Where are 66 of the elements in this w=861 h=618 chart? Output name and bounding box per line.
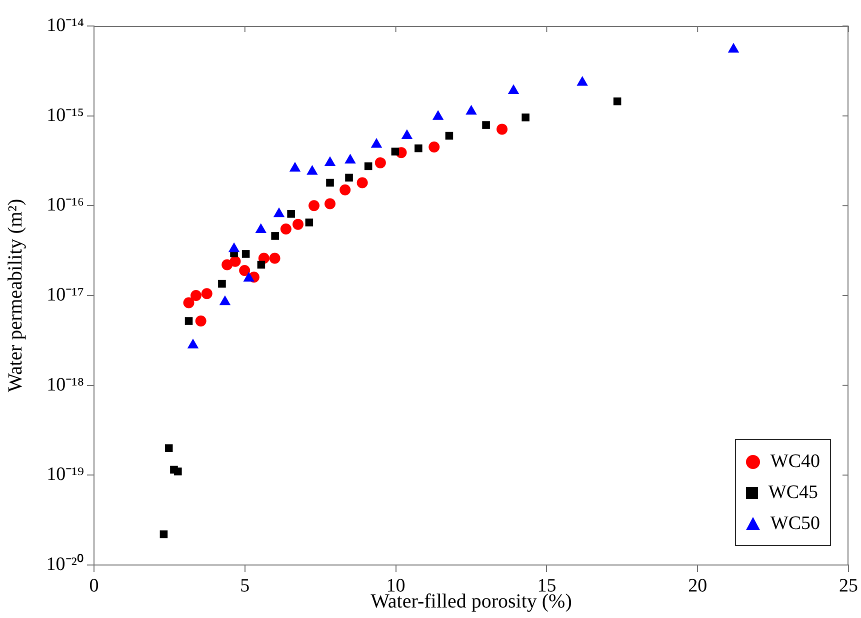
legend-label: WC45 xyxy=(768,481,818,505)
point xyxy=(184,317,193,325)
point xyxy=(344,154,356,164)
point xyxy=(239,264,250,276)
point xyxy=(190,290,202,301)
x-tick-label: 20 xyxy=(688,575,708,596)
point xyxy=(356,177,368,188)
point xyxy=(255,223,267,233)
point xyxy=(466,104,477,115)
point xyxy=(445,132,454,140)
point xyxy=(174,468,182,476)
point xyxy=(324,156,336,166)
y-tick-label: 10⁻²⁰ xyxy=(46,552,84,575)
y-tick-label: 10⁻¹⁴ xyxy=(46,14,84,36)
point xyxy=(195,316,206,327)
point xyxy=(345,174,353,182)
point xyxy=(228,242,240,252)
point xyxy=(160,530,168,538)
point xyxy=(414,144,422,152)
point xyxy=(401,129,413,140)
y-tick-label: 10⁻¹⁷ xyxy=(46,284,84,306)
point xyxy=(306,165,318,175)
point xyxy=(508,84,520,94)
point xyxy=(305,218,314,226)
point xyxy=(257,260,266,269)
point xyxy=(308,200,320,212)
point xyxy=(728,42,740,53)
y-tick-label: 10⁻¹⁹ xyxy=(46,464,84,486)
point xyxy=(613,97,622,106)
point xyxy=(201,288,212,300)
point xyxy=(218,280,226,288)
x-tick-label: 0 xyxy=(89,575,99,596)
point xyxy=(243,272,254,282)
point xyxy=(496,124,508,135)
point xyxy=(364,162,372,170)
x-tick-label: 25 xyxy=(839,575,858,596)
point xyxy=(292,218,304,230)
y-tick-label: 10⁻¹⁸ xyxy=(46,374,84,396)
point xyxy=(340,184,351,196)
point xyxy=(280,223,292,234)
point xyxy=(183,297,194,308)
point xyxy=(164,444,173,452)
point xyxy=(428,141,440,152)
point xyxy=(374,157,386,168)
y-tick-label: 10⁻¹⁶ xyxy=(46,194,84,216)
point xyxy=(289,162,301,172)
point xyxy=(230,256,241,267)
point xyxy=(576,76,588,86)
y-axis-title: Water permeability (m²) xyxy=(4,198,26,392)
legend-label: WC40 xyxy=(770,450,820,474)
point xyxy=(432,110,444,120)
point xyxy=(482,121,490,129)
legend-label: WC50 xyxy=(770,512,820,536)
point xyxy=(271,232,279,240)
point xyxy=(370,138,382,148)
point xyxy=(219,295,231,306)
point xyxy=(522,114,530,122)
point xyxy=(269,252,280,264)
y-tick-label: 10⁻¹⁵ xyxy=(46,104,84,126)
point xyxy=(242,250,250,258)
point xyxy=(324,198,336,210)
point xyxy=(391,148,400,156)
point xyxy=(326,178,334,187)
x-tick-label: 5 xyxy=(240,575,250,596)
point xyxy=(287,210,295,218)
point xyxy=(273,207,285,218)
